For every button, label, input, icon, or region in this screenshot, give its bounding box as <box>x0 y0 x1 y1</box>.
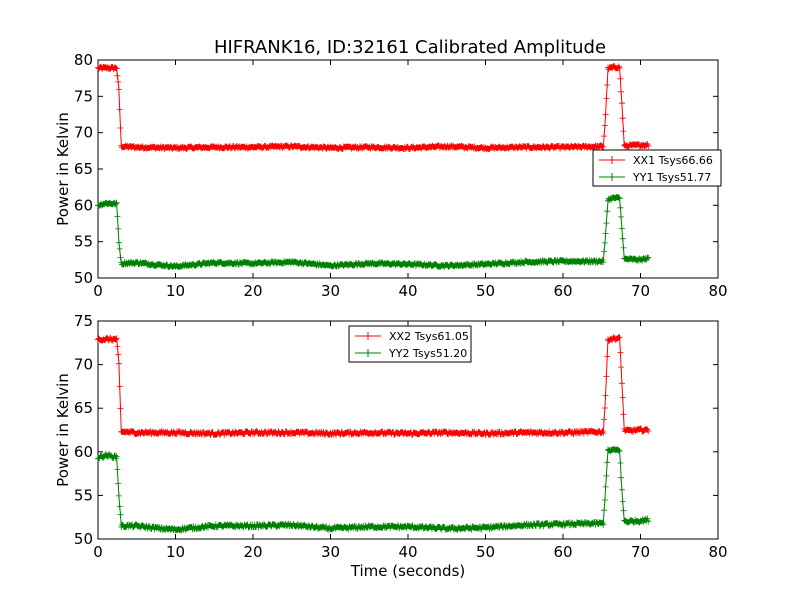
x-tick-label: 10 <box>166 282 185 300</box>
y-axis-label: Power in Kelvin <box>54 373 72 487</box>
y-tick-label: 75 <box>74 87 93 105</box>
y-tick-label: 70 <box>74 124 93 142</box>
x-tick-label: 40 <box>398 282 417 300</box>
legend-box <box>592 149 722 187</box>
x-tick-label: 80 <box>708 543 727 561</box>
legend-swatch-marker <box>365 349 371 357</box>
y-tick-label: 55 <box>74 233 93 251</box>
series-1 <box>95 63 652 153</box>
legend-box <box>348 325 472 363</box>
x-tick-label: 0 <box>93 282 103 300</box>
x-tick-label: 30 <box>321 282 340 300</box>
chart-2: 0 10 20 30 40 50 60 70 80 50 55 60 65 70 75 Power in Ke… <box>54 312 728 580</box>
legend-label: YY2 Tsys51.20 <box>388 347 467 360</box>
legend: XX2 Tsys61.05 YY2 Tsys51.20 <box>348 325 472 363</box>
x-tick-label: 10 <box>166 543 185 561</box>
chart-1: 0 10 20 30 40 50 60 70 80 50 55 60 65 70 75 80 Power in … <box>54 51 728 300</box>
legend-swatch-marker <box>365 332 371 340</box>
chart-title: HIFRANK16, ID:32161 Calibrated Amplitude <box>214 37 606 58</box>
y-tick-label: 65 <box>74 399 93 417</box>
x-tick-label: 50 <box>476 543 495 561</box>
legend: XX1 Tsys66.66 YY1 Tsys51.77 <box>592 149 722 187</box>
x-tick-label: 70 <box>631 282 650 300</box>
series-2 <box>95 194 652 270</box>
x-tick-label: 60 <box>553 282 572 300</box>
series-markers <box>95 194 652 270</box>
y-tick-label: 80 <box>74 51 93 69</box>
y-tick-label: 75 <box>74 312 93 330</box>
legend-swatch-marker <box>609 156 615 164</box>
y-tick-label: 50 <box>74 269 93 287</box>
series-markers <box>95 63 652 153</box>
series-1 <box>95 334 652 438</box>
x-tick-label: 30 <box>321 543 340 561</box>
x-tick-label: 50 <box>476 282 495 300</box>
x-tick-label: 70 <box>631 543 650 561</box>
y-tick-label: 60 <box>74 196 93 214</box>
series-markers <box>95 334 652 438</box>
x-tick-label: 20 <box>243 543 262 561</box>
y-axis-label: Power in Kelvin <box>54 112 72 226</box>
y-tick-label: 70 <box>74 356 93 374</box>
x-tick-label: 40 <box>398 543 417 561</box>
legend-label: YY1 Tsys51.77 <box>632 171 711 184</box>
plots-layer: 0 10 20 30 40 50 60 70 80 50 55 60 65 70 75 80 Power in … <box>54 51 728 580</box>
y-tick-label: 50 <box>74 530 93 548</box>
series-markers <box>95 445 652 534</box>
x-tick-label: 0 <box>93 543 103 561</box>
y-tick-label: 65 <box>74 160 93 178</box>
series-2 <box>95 445 652 534</box>
y-tick-label: 60 <box>74 443 93 461</box>
legend-label: XX1 Tsys66.66 <box>633 154 713 167</box>
y-tick-label: 55 <box>74 486 93 504</box>
x-tick-label: 20 <box>243 282 262 300</box>
legend-swatch-marker <box>609 173 615 181</box>
x-tick-label: 80 <box>708 282 727 300</box>
legend-label: XX2 Tsys61.05 <box>389 330 469 343</box>
x-tick-label: 60 <box>553 543 572 561</box>
x-axis-label: Time (seconds) <box>350 562 466 580</box>
